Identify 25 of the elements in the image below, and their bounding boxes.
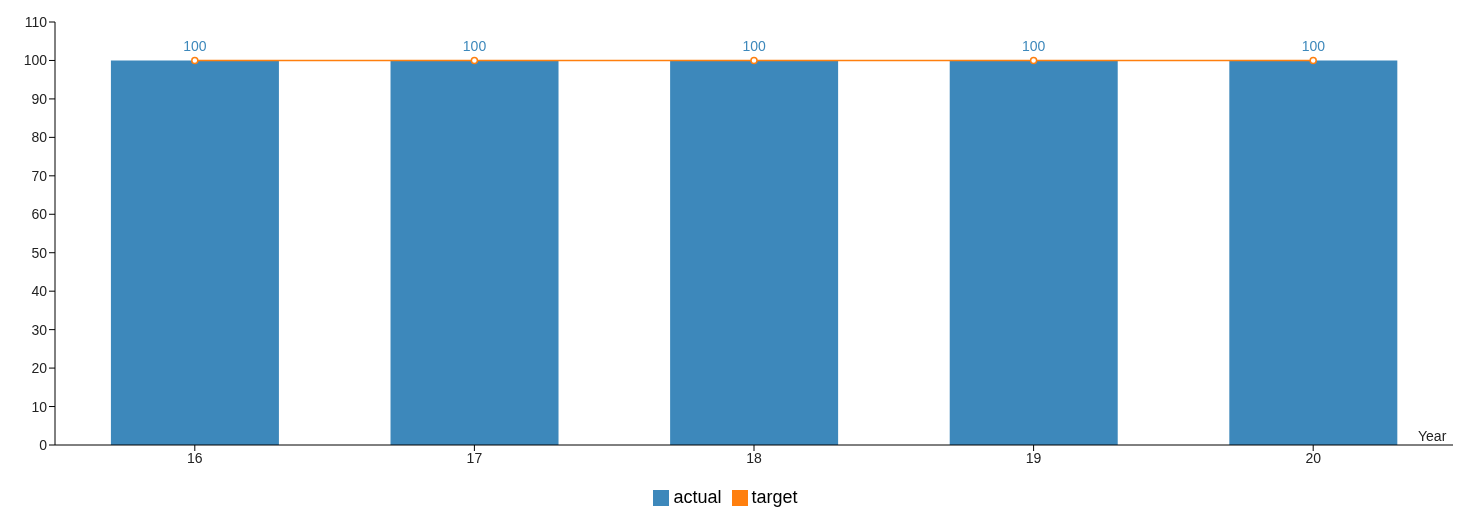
y-tick-label: 50 (31, 244, 48, 261)
data-label: 100 (183, 38, 207, 55)
y-tick-label: 40 (31, 283, 48, 300)
data-label: 100 (1301, 38, 1326, 55)
x-tick-label: 17 (466, 449, 483, 466)
x-axis-title: Year (1418, 427, 1447, 444)
y-tick-label: 110 (24, 13, 48, 30)
data-label: 100 (1022, 38, 1046, 55)
legend-label: target (751, 487, 798, 507)
y-tick-label: 90 (31, 90, 48, 107)
y-tick-label: 60 (31, 206, 48, 223)
x-tick-label: 19 (1025, 449, 1042, 466)
y-tick-label: 70 (31, 167, 48, 184)
y-tick-label: 80 (31, 129, 48, 146)
y-tick-label: 0 (39, 436, 48, 453)
data-label: 100 (462, 38, 487, 55)
x-tick-label: 20 (1305, 449, 1322, 466)
y-tick-label: 10 (31, 398, 48, 415)
y-tick-label: 100 (23, 52, 48, 69)
y-tick-label: 20 (31, 360, 48, 377)
y-tick-label: 30 (31, 321, 48, 338)
x-tick-label: 16 (187, 449, 203, 466)
x-tick-label: 18 (746, 449, 762, 466)
data-label: 100 (742, 38, 767, 55)
legend-label: actual (673, 487, 722, 507)
